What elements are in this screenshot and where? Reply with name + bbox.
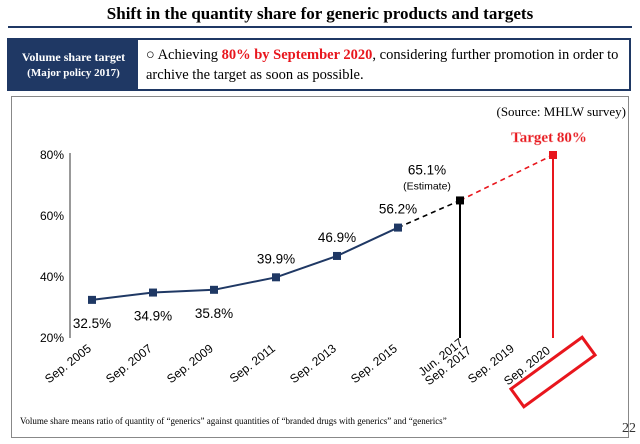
page-number: 22	[622, 421, 636, 436]
y-tick-label: 80%	[40, 148, 64, 162]
series-line-target	[459, 154, 554, 202]
title-underline	[8, 26, 632, 28]
target-marker	[549, 151, 557, 159]
data-label: 34.9%	[134, 309, 172, 324]
data-point-marker	[272, 273, 280, 282]
series-line-estimate	[397, 199, 461, 229]
x-tick-label: Sep. 2011	[227, 341, 278, 385]
source-note: (Source: MHLW survey)	[496, 104, 627, 119]
target-label: Target 80%	[511, 130, 587, 146]
series-line-actual	[91, 226, 399, 301]
data-label: 39.9%	[257, 251, 295, 266]
estimate-label: 65.1%	[408, 162, 446, 177]
target-text-post: , considering further promotion in order…	[146, 47, 619, 83]
estimate-sublabel: (Estimate)	[403, 180, 451, 192]
y-tick-label: 60%	[40, 209, 64, 223]
estimate-marker	[456, 196, 464, 205]
x-tick-label: Sep. 2007	[103, 341, 155, 386]
target-box: Volume share target (Major policy 2017) …	[7, 38, 631, 91]
target-label: Volume share target (Major policy 2017)	[9, 40, 138, 89]
target-highlight-box	[508, 335, 598, 409]
data-label: 46.9%	[318, 230, 356, 245]
x-tick-label: Sep. 2013	[287, 341, 339, 386]
slide-title: Shift in the quantity share for generic …	[106, 4, 534, 23]
x-tick-label: Sep. 2015	[348, 341, 400, 386]
data-point-marker	[394, 223, 402, 232]
x-tick-label: Sep. 2005	[42, 341, 94, 386]
data-point-marker	[210, 285, 218, 294]
x-tick-label: Sep. 2009	[164, 341, 216, 386]
target-label-main: Volume share target	[21, 49, 126, 64]
data-label: 56.2%	[379, 202, 417, 217]
chart-frame	[11, 96, 629, 438]
target-text-pre: ○ Achieving	[146, 47, 222, 63]
y-tick-label: 20%	[40, 331, 64, 345]
target-label-sub: (Major policy 2017)	[27, 66, 120, 79]
target-text: ○ Achieving 80% by September 2020, consi…	[146, 45, 628, 85]
data-label: 35.8%	[195, 306, 233, 321]
data-point-marker	[333, 251, 341, 260]
data-label: 32.5%	[73, 316, 111, 331]
footnote: Volume share means ratio of quantity of …	[20, 416, 447, 426]
y-tick-label: 40%	[40, 270, 64, 284]
target-text-highlight: 80% by September 2020	[221, 47, 373, 63]
data-point-marker	[88, 295, 96, 304]
data-point-marker	[149, 288, 157, 297]
